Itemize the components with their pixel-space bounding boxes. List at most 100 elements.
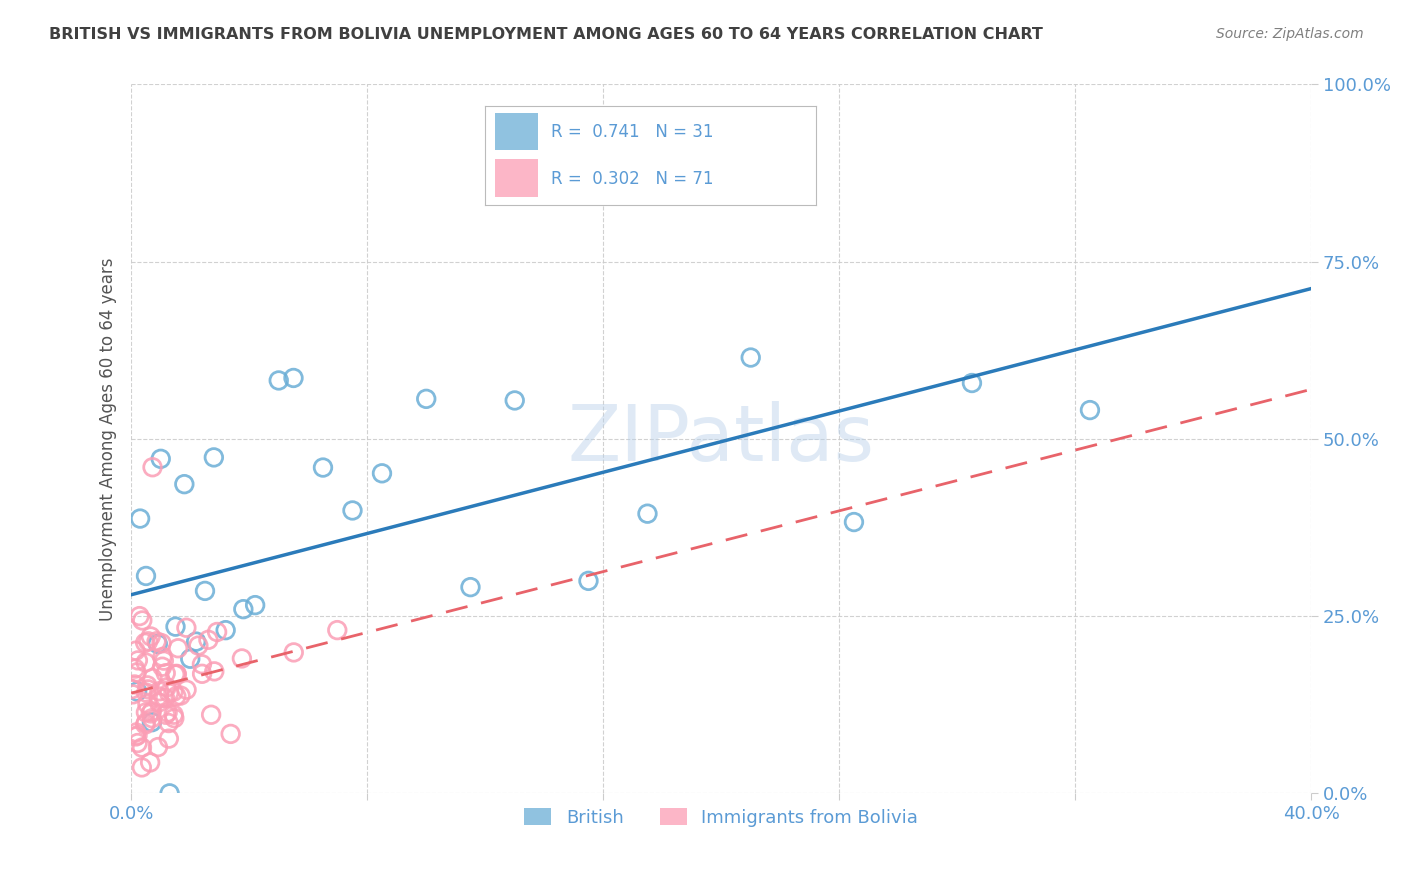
Point [960, 376, 983, 390]
Point [503, 393, 526, 408]
Point [139, 756, 162, 770]
Point [191, 666, 214, 681]
Point [136, 697, 159, 711]
Point [125, 730, 148, 744]
Y-axis label: Unemployment Among Ages 60 to 64 years: Unemployment Among Ages 60 to 64 years [100, 257, 117, 621]
Point [148, 690, 170, 704]
Point [142, 671, 165, 685]
Point [166, 667, 188, 681]
Point [136, 678, 159, 692]
Point [312, 460, 335, 475]
Point [145, 634, 167, 648]
Legend: British, Immigrants from Bolivia: British, Immigrants from Bolivia [517, 801, 925, 834]
Point [155, 707, 177, 722]
Point [578, 574, 600, 588]
Point [326, 623, 349, 637]
Point [187, 639, 209, 653]
Point [125, 665, 148, 680]
Point [165, 689, 187, 703]
Point [146, 740, 169, 755]
Point [205, 624, 228, 639]
Point [156, 681, 179, 695]
Point [200, 707, 222, 722]
Text: Source: ZipAtlas.com: Source: ZipAtlas.com [1216, 27, 1364, 41]
Point [179, 652, 201, 666]
Point [191, 657, 214, 672]
Point [169, 689, 191, 703]
Point [194, 583, 217, 598]
Point [186, 634, 208, 648]
Point [127, 684, 149, 698]
Point [197, 632, 219, 647]
Point [243, 598, 266, 612]
Point [131, 740, 153, 755]
Point [124, 677, 146, 691]
Point [121, 682, 143, 697]
Point [124, 662, 146, 676]
Point [134, 636, 156, 650]
Point [342, 503, 364, 517]
Point [136, 682, 159, 697]
Point [135, 715, 157, 730]
Point [122, 687, 145, 701]
Point [415, 392, 437, 406]
Point [460, 580, 482, 594]
Point [141, 711, 163, 725]
Point [842, 515, 865, 529]
Point [637, 507, 659, 521]
Point [135, 569, 157, 583]
Point [153, 690, 176, 705]
Point [176, 621, 198, 635]
Point [127, 653, 149, 667]
Point [202, 665, 225, 679]
Point [157, 716, 180, 731]
Point [139, 706, 162, 721]
Point [173, 477, 195, 491]
Point [127, 728, 149, 742]
Point [165, 667, 187, 681]
Point [176, 682, 198, 697]
Point [128, 609, 150, 624]
Point [202, 450, 225, 465]
Point [167, 641, 190, 656]
Point [232, 602, 254, 616]
Point [131, 614, 153, 628]
Point [165, 620, 187, 634]
Point [141, 460, 163, 475]
Point [141, 715, 163, 730]
Point [283, 645, 305, 659]
Point [129, 511, 152, 525]
Point [162, 685, 184, 699]
Point [159, 786, 181, 800]
Point [214, 623, 236, 637]
Point [231, 651, 253, 665]
Point [155, 666, 177, 681]
Point [148, 695, 170, 709]
Point [124, 644, 146, 658]
Point [219, 727, 242, 741]
Point [127, 736, 149, 750]
Point [131, 760, 153, 774]
Point [156, 706, 179, 720]
Point [150, 636, 173, 650]
Point [267, 374, 290, 388]
Text: ZIPatlas: ZIPatlas [568, 401, 875, 477]
Point [163, 711, 186, 725]
Point [157, 686, 180, 700]
Point [371, 467, 394, 481]
Point [152, 649, 174, 664]
Point [125, 725, 148, 739]
Point [165, 666, 187, 681]
Point [135, 685, 157, 699]
Point [148, 684, 170, 698]
Point [150, 659, 173, 673]
Point [141, 704, 163, 718]
Point [135, 706, 157, 720]
Text: BRITISH VS IMMIGRANTS FROM BOLIVIA UNEMPLOYMENT AMONG AGES 60 TO 64 YEARS CORREL: BRITISH VS IMMIGRANTS FROM BOLIVIA UNEMP… [49, 27, 1043, 42]
Point [134, 717, 156, 731]
Point [153, 654, 176, 668]
Point [149, 451, 172, 466]
Point [157, 731, 180, 746]
Point [136, 634, 159, 648]
Point [740, 351, 762, 365]
